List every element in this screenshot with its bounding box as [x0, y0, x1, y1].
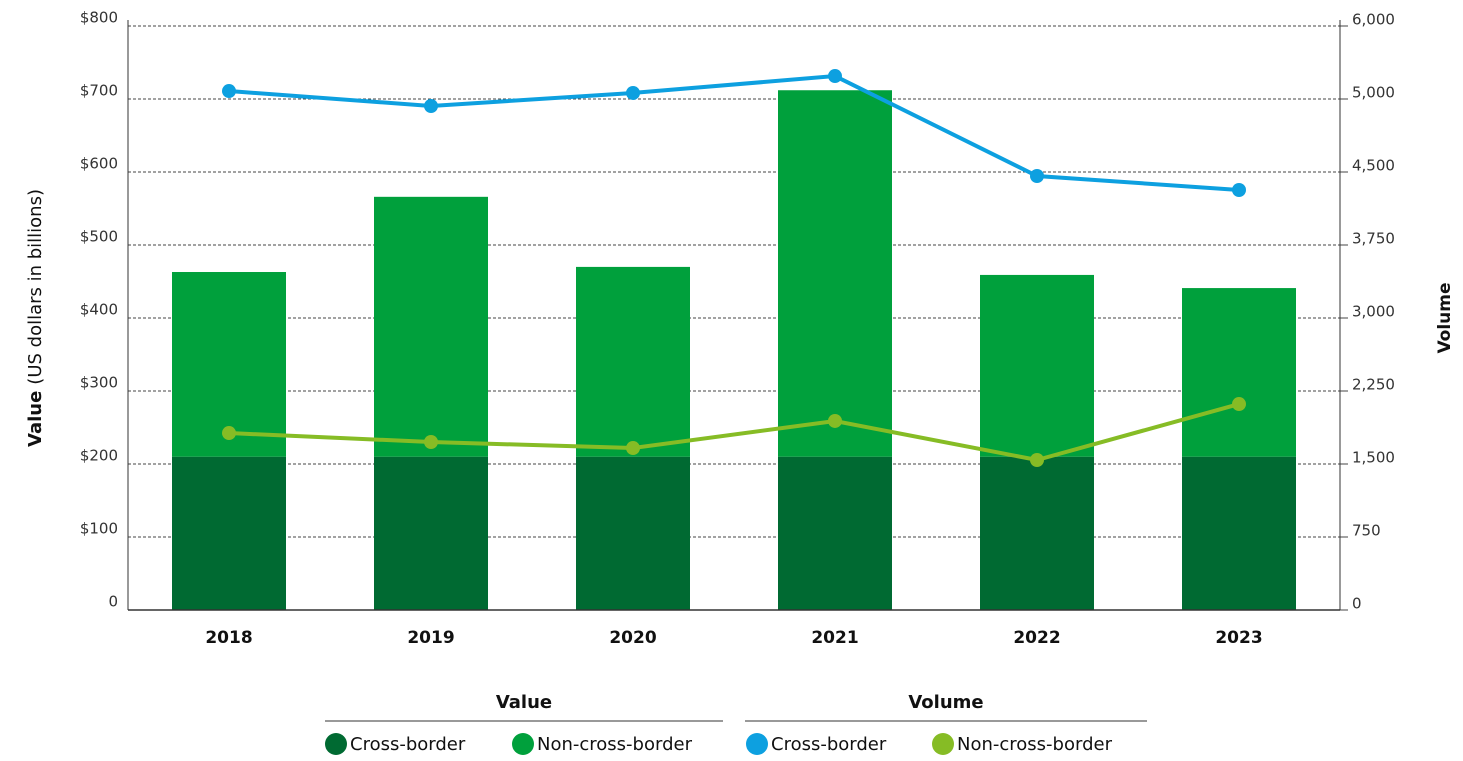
bar [1182, 288, 1296, 457]
legend-swatch [512, 733, 534, 755]
y-tick-label: $600 [80, 155, 118, 173]
y-tick-label: $200 [80, 447, 118, 465]
y2-tick-label: 3,750 [1352, 230, 1395, 248]
bar [778, 456, 892, 610]
x-tick-label: 2020 [609, 628, 656, 648]
legend-swatch [325, 733, 347, 755]
line-point [1030, 168, 1044, 183]
y2-tick-label: 750 [1352, 522, 1381, 540]
y-axis-label: Value (US dollars in billions) [25, 189, 46, 447]
y2-tick-label: 5,000 [1352, 84, 1395, 102]
legend-group-title: Volume [908, 692, 983, 713]
y2-tick-label: 4,500 [1352, 157, 1395, 175]
y-tick-label: $300 [80, 374, 118, 392]
line [228, 402, 1240, 463]
y2-tick-label: 3,000 [1352, 303, 1395, 321]
y-axis-label-bold: Value [25, 391, 46, 447]
bar [374, 456, 488, 610]
bar [1182, 456, 1296, 610]
y-tick-label: $400 [80, 301, 118, 319]
line-point [1232, 397, 1246, 412]
y-tick-label: $500 [80, 228, 118, 246]
line-point [222, 426, 236, 441]
x-tick-label: 2018 [205, 628, 252, 648]
line-point [828, 413, 842, 428]
line-point [626, 441, 640, 456]
bar [778, 90, 892, 457]
line-point [1232, 183, 1246, 198]
legend-swatch [932, 733, 954, 755]
y-tick-label: $100 [80, 520, 118, 538]
x-tick-label: 2019 [407, 628, 454, 648]
y-tick-label: $800 [80, 9, 118, 27]
bar [172, 272, 286, 457]
y2-axis-label: Volume [1435, 282, 1455, 353]
bar [374, 196, 488, 457]
y2-tick-label: 0 [1352, 595, 1362, 613]
y2-tick-label: 6,000 [1352, 11, 1395, 29]
line-point [828, 69, 842, 84]
legend-label: Cross-border [350, 734, 466, 755]
legend-label: Cross-border [771, 734, 887, 755]
line-point [1030, 453, 1044, 468]
bar [980, 274, 1094, 457]
x-tick-label: 2022 [1013, 628, 1060, 648]
bar [576, 266, 690, 457]
legend-swatch [746, 733, 768, 755]
y2-tick-label: 1,500 [1352, 449, 1395, 467]
legend-label: Non-cross-border [957, 734, 1113, 755]
y-tick-label: $700 [80, 82, 118, 100]
legend-group-title: Value [496, 692, 552, 713]
line-point [424, 99, 438, 114]
y-tick-label: 0 [108, 593, 118, 611]
bar [576, 456, 690, 610]
x-tick-label: 2021 [811, 628, 858, 648]
bar [172, 456, 286, 610]
line-point [626, 85, 640, 100]
x-tick-label: 2023 [1215, 628, 1262, 648]
line-point [222, 84, 236, 99]
bar [980, 456, 1094, 610]
line-point [424, 435, 438, 450]
y-axis-label-rest: (US dollars in billions) [25, 189, 46, 385]
y2-tick-label: 2,250 [1352, 376, 1395, 394]
line [228, 73, 1240, 193]
legend-label: Non-cross-border [537, 734, 693, 755]
